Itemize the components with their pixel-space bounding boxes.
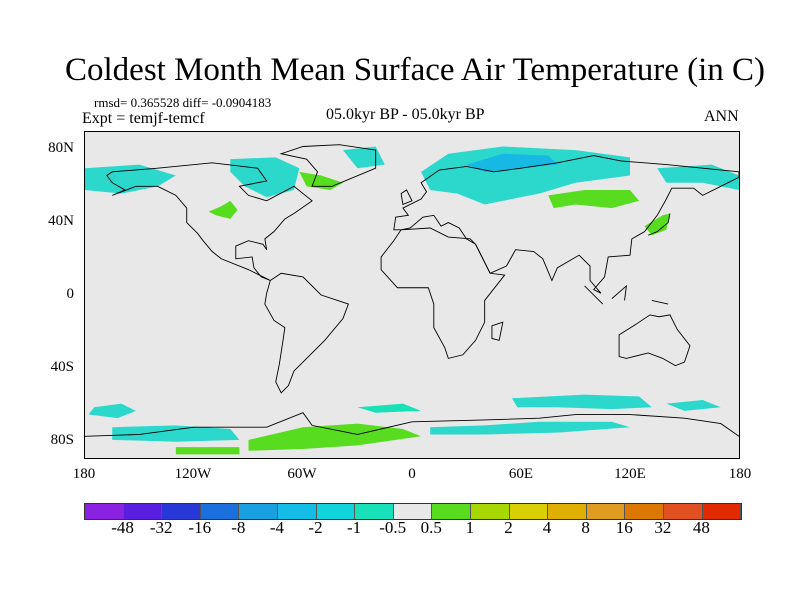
lon-label: 120E xyxy=(614,466,646,482)
lat-label: 40S xyxy=(50,359,74,375)
lat-label: 40N xyxy=(48,213,74,229)
lon-label: 180 xyxy=(728,466,752,482)
colorbar-box xyxy=(509,504,549,519)
experiment-label: Expt = temjf-temcf xyxy=(82,110,205,127)
stats-text: rmsd= 0.365528 diff= -0.0904183 xyxy=(94,95,272,110)
colorbar-box xyxy=(123,504,163,519)
lon-label: 120W xyxy=(174,466,212,482)
colorbar-box xyxy=(702,504,742,519)
colorbar-label: -32 xyxy=(149,518,173,537)
lat-label: 80N xyxy=(48,140,74,156)
period-label: 05.0kyr BP - 05.0kyr BP xyxy=(326,106,485,123)
colorbar-label: -1 xyxy=(347,518,362,537)
colorbar-box xyxy=(470,504,510,519)
colorbar-label: -4 xyxy=(269,518,285,537)
colorbar-box xyxy=(200,504,240,519)
colorbar-box xyxy=(625,504,664,519)
colorbar-label: 1 xyxy=(465,518,475,537)
colorbar xyxy=(84,503,742,520)
map-panel xyxy=(84,131,740,459)
coastlines xyxy=(84,144,740,437)
colorbar-label: 8 xyxy=(581,518,590,537)
colorbar-box xyxy=(316,504,356,519)
anomaly-map xyxy=(84,144,740,455)
colorbar-box xyxy=(277,504,317,519)
colorbar-label: 2 xyxy=(504,518,513,537)
colorbar-box xyxy=(393,504,433,519)
colorbar-label: 48 xyxy=(692,518,710,537)
colorbar-label: 4 xyxy=(542,518,552,537)
colorbar-label: 32 xyxy=(654,518,672,537)
plot-title: Coldest Month Mean Surface Air Temperatu… xyxy=(65,52,765,88)
colorbar-label: -0.5 xyxy=(379,518,407,537)
lat-label: 0 xyxy=(66,286,75,302)
colorbar-box xyxy=(85,504,124,519)
colorbar-label: -16 xyxy=(188,518,212,537)
lat-label: 80S xyxy=(50,432,74,448)
colorbar-label: -2 xyxy=(308,518,323,537)
anomaly-fields xyxy=(85,146,739,455)
colorbar-box xyxy=(586,504,626,519)
lon-label: 60E xyxy=(508,466,534,482)
colorbar-label: 16 xyxy=(615,518,633,537)
colorbar-box xyxy=(162,504,201,519)
lon-label: 0 xyxy=(408,466,416,482)
colorbar-box xyxy=(432,504,471,519)
colorbar-label: -48 xyxy=(111,518,134,537)
colorbar-label: -8 xyxy=(231,518,246,537)
colorbar-box xyxy=(548,504,587,519)
season-label: ANN xyxy=(704,108,739,125)
colorbar-box xyxy=(663,504,703,519)
colorbar-box xyxy=(239,504,278,519)
colorbar-box xyxy=(355,504,394,519)
colorbar-label: 0.5 xyxy=(420,518,442,537)
lon-label: 60W xyxy=(287,466,317,482)
lon-label: 180 xyxy=(72,466,96,482)
